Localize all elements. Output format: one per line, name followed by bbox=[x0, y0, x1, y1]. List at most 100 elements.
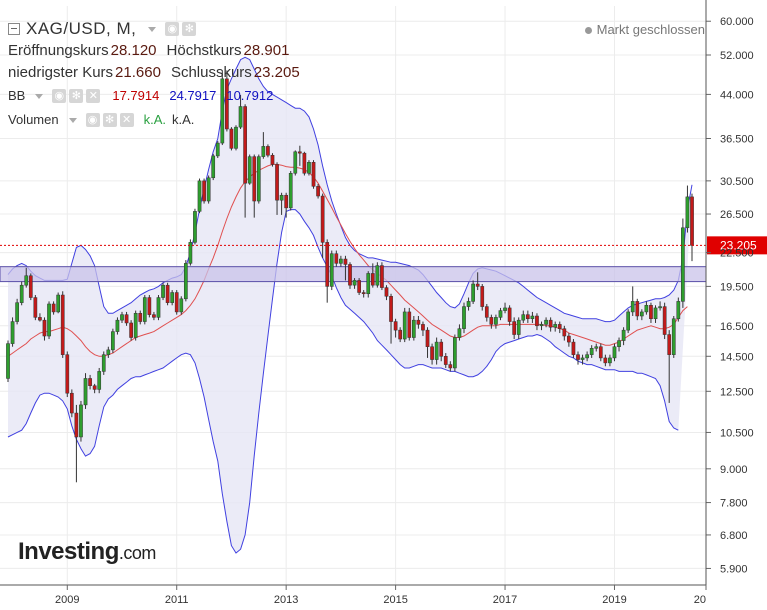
candle-body bbox=[47, 303, 51, 337]
x-tick-label: 2011 bbox=[165, 594, 189, 606]
candle-body bbox=[65, 354, 70, 394]
candle-body bbox=[380, 265, 384, 288]
horizontal-zone[interactable] bbox=[0, 266, 707, 283]
eye-icon[interactable]: ◉ bbox=[165, 22, 180, 36]
candle-body bbox=[225, 78, 229, 130]
gear-icon[interactable]: ✻ bbox=[69, 89, 84, 103]
close-icon[interactable]: ✕ bbox=[119, 113, 134, 127]
y-axis: 60.000 52.000 44.000 36.500 30.500 26.500 22.5… bbox=[705, 0, 754, 585]
candle-body bbox=[288, 172, 293, 209]
candle-body bbox=[56, 294, 61, 313]
candle-body bbox=[307, 162, 311, 174]
volume-value-a: k.A. bbox=[143, 112, 166, 127]
candle-body bbox=[589, 348, 594, 355]
bb-middle-value: 24.7917 bbox=[169, 88, 217, 103]
candle-body bbox=[320, 195, 325, 243]
candle-body bbox=[430, 346, 434, 360]
candle-body bbox=[92, 385, 97, 390]
candle-body bbox=[165, 284, 170, 303]
candle-body bbox=[238, 106, 243, 128]
close-value: 23.205 bbox=[253, 64, 300, 81]
chevron-down-icon[interactable] bbox=[148, 26, 157, 32]
x-tick-label: 2019 bbox=[602, 594, 626, 606]
candle-body bbox=[229, 128, 234, 149]
symbol-row: XAG/USD, M, ◉ ✻ bbox=[8, 18, 310, 40]
candle-body bbox=[19, 284, 24, 303]
candle-body bbox=[384, 287, 389, 297]
status-dot-icon bbox=[584, 27, 592, 35]
candle-body bbox=[133, 313, 138, 338]
candle-body bbox=[681, 227, 685, 302]
candle-body bbox=[671, 318, 676, 355]
candle-body bbox=[653, 307, 658, 320]
chevron-down-icon[interactable] bbox=[35, 93, 44, 99]
candle-body bbox=[676, 301, 681, 320]
high-value: 28.901 bbox=[243, 42, 290, 59]
candle-body bbox=[402, 311, 407, 340]
candle-body bbox=[649, 305, 653, 320]
candle-body bbox=[475, 283, 480, 287]
bb-label: BB bbox=[8, 88, 26, 103]
candle-body bbox=[316, 186, 320, 197]
candle-body bbox=[106, 349, 111, 355]
chevron-down-icon[interactable] bbox=[68, 117, 77, 123]
candle-body bbox=[453, 337, 457, 369]
ohlc-row-1: Eröffnungskurs 28.120 Höchstkurs 28.901 bbox=[8, 40, 310, 62]
gear-icon[interactable]: ✻ bbox=[102, 113, 117, 127]
candle-body bbox=[411, 319, 416, 338]
x-tick-label: 2017 bbox=[493, 594, 517, 606]
candle-body bbox=[284, 194, 289, 209]
candlestick-series bbox=[6, 70, 694, 483]
bb-lower-line bbox=[7, 209, 679, 554]
candle-body bbox=[152, 314, 156, 318]
candle-body bbox=[261, 146, 266, 157]
y-tick-label: 30.500 bbox=[720, 176, 754, 188]
brand-logo[interactable]: Investing.com bbox=[18, 538, 156, 566]
candle-body bbox=[639, 311, 644, 317]
candle-body bbox=[658, 306, 662, 309]
gear-icon[interactable]: ✻ bbox=[182, 22, 197, 36]
candle-body bbox=[10, 321, 15, 344]
bb-middle-line bbox=[7, 163, 688, 357]
candle-body bbox=[147, 297, 152, 315]
candle-body bbox=[484, 306, 489, 318]
candle-body bbox=[334, 253, 339, 264]
candle-body bbox=[557, 324, 562, 329]
candle-body bbox=[256, 156, 261, 202]
candle-body bbox=[51, 303, 56, 313]
candle-body bbox=[562, 328, 567, 337]
candle-body bbox=[580, 357, 585, 360]
candle-body bbox=[38, 317, 42, 321]
y-tick-label: 19.500 bbox=[720, 281, 754, 293]
close-icon[interactable]: ✕ bbox=[86, 89, 101, 103]
candle-body bbox=[361, 292, 366, 295]
candle-body bbox=[348, 264, 352, 286]
candle-body bbox=[662, 306, 667, 335]
collapse-icon[interactable] bbox=[8, 23, 20, 35]
candle-body bbox=[530, 315, 535, 320]
low-value: 21.660 bbox=[115, 64, 161, 81]
candle-body bbox=[124, 314, 129, 324]
x-tick-label: 2009 bbox=[55, 594, 79, 606]
candle-body bbox=[421, 324, 425, 331]
candle-body bbox=[612, 346, 617, 359]
candle-body bbox=[161, 284, 165, 298]
candle-body bbox=[644, 305, 649, 313]
candle-body bbox=[393, 321, 398, 331]
candle-body bbox=[343, 258, 348, 265]
candle-body bbox=[138, 313, 143, 322]
eye-icon[interactable]: ◉ bbox=[52, 89, 67, 103]
candle-body bbox=[389, 296, 393, 322]
candle-body bbox=[179, 298, 184, 313]
candle-body bbox=[635, 301, 640, 317]
candle-body bbox=[608, 357, 612, 364]
chart-grid bbox=[0, 6, 707, 585]
candle-body bbox=[594, 346, 599, 349]
candle-body bbox=[302, 152, 307, 174]
candle-body bbox=[6, 343, 10, 379]
candle-body bbox=[234, 126, 238, 149]
eye-icon[interactable]: ◉ bbox=[85, 113, 100, 127]
candle-body bbox=[621, 329, 626, 341]
low-label: niedrigster Kurs bbox=[8, 64, 114, 81]
